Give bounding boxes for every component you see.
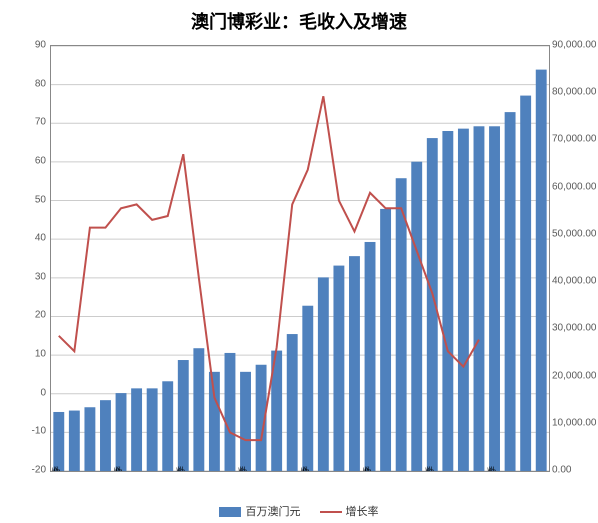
svg-text:2006年一季: 2006年一季 — [51, 466, 61, 472]
svg-text:2007年一季: 2007年一季 — [113, 466, 123, 472]
svg-text:2013年一季: 2013年一季 — [487, 466, 497, 472]
svg-text:2012年一季: 2012年一季 — [424, 466, 434, 472]
chart-title: 澳门博彩业：毛收入及增速 — [0, 0, 598, 34]
legend-bar-swatch — [219, 507, 241, 517]
chart-container: 澳门博彩业：毛收入及增速 -20-100102030405060708090 0… — [0, 0, 598, 523]
legend-line-label: 增长率 — [346, 506, 379, 518]
svg-text:2010年一季: 2010年一季 — [300, 466, 310, 472]
legend-bar-label: 百万澳门元 — [245, 506, 300, 518]
legend: 百万澳门元 增长率 — [0, 503, 598, 519]
svg-text:2011年一季: 2011年一季 — [362, 466, 372, 472]
legend-line-swatch — [320, 511, 342, 513]
svg-text:2008年一季: 2008年一季 — [175, 466, 185, 472]
svg-text:2009年一季: 2009年一季 — [238, 466, 248, 472]
plot-area: 2006年一季 2007年一季 2008年一季 2009年一季 2010年一季 2011年… — [50, 45, 550, 472]
